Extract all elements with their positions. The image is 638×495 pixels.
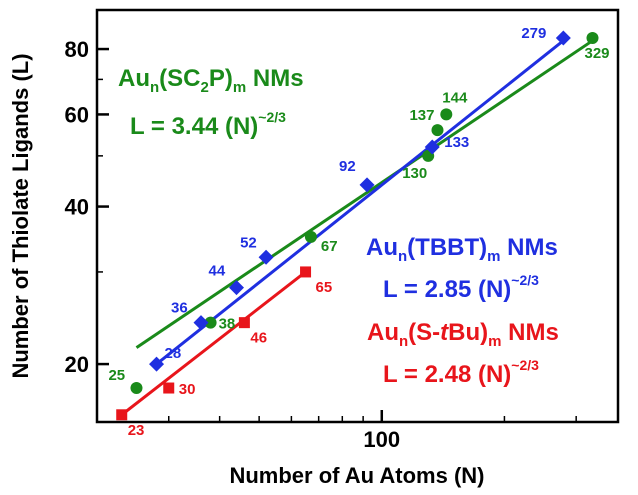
- axis-ticks: 20 40 60 80 100: [65, 37, 577, 452]
- label-blue-52: 52: [240, 234, 257, 251]
- label-green-144: 144: [442, 89, 468, 106]
- y-tick-label-60: 60: [65, 102, 89, 127]
- fit-line-blue: [155, 39, 565, 366]
- marker-green-25: [130, 382, 143, 395]
- label-green-67: 67: [321, 238, 338, 255]
- y-tick-label-40: 40: [65, 195, 89, 220]
- marker-blue-36: [193, 315, 209, 331]
- label-blue-133: 133: [444, 134, 469, 151]
- marker-blue-44: [229, 280, 245, 296]
- marker-blue-28: [149, 356, 165, 372]
- y-axis-title: Number of Thiolate Ligands (L): [8, 53, 33, 378]
- data-markers: [116, 30, 599, 421]
- marker-green-144: [440, 108, 453, 121]
- marker-red-23: [116, 409, 128, 421]
- annotation-green-line2: L = 3.44 (N)~2/3: [130, 109, 286, 140]
- x-tick-label-100: 100: [363, 427, 400, 452]
- label-blue-28: 28: [165, 345, 182, 362]
- annotation-green-line1: Aun(SC2P)m NMs: [118, 65, 304, 96]
- marker-green-38: [204, 316, 217, 329]
- x-axis-title: Number of Au Atoms (N): [229, 463, 484, 488]
- marker-blue-133: [424, 139, 440, 155]
- plot-frame: [95, 8, 620, 424]
- annotation-green: Aun(SC2P)m NMs L = 3.44 (N)~2/3: [118, 65, 304, 140]
- annotation-red: Aun(S-tBu)m NMs L = 2.48 (N)~2/3: [367, 319, 559, 388]
- label-red-23: 23: [128, 422, 145, 439]
- marker-red-46: [238, 317, 250, 329]
- label-green-329: 329: [585, 45, 610, 62]
- marker-blue-279: [555, 30, 571, 46]
- marker-red-65: [300, 266, 312, 278]
- label-green-25: 25: [108, 367, 125, 384]
- label-blue-44: 44: [209, 263, 226, 280]
- label-green-38: 38: [219, 316, 236, 333]
- annotation-red-line2: L = 2.48 (N)~2/3: [383, 357, 539, 388]
- marker-red-30: [163, 382, 175, 394]
- label-blue-279: 279: [521, 25, 546, 42]
- fit-lines: [120, 39, 594, 416]
- y-tick-label-80: 80: [65, 37, 89, 62]
- annotation-red-line1: Aun(S-tBu)m NMs: [367, 319, 559, 350]
- marker-green-329: [586, 31, 599, 44]
- fit-line-red: [120, 270, 307, 416]
- label-red-46: 46: [250, 330, 267, 347]
- label-blue-92: 92: [339, 158, 356, 175]
- annotation-blue: Aun(TBBT)m NMs L = 2.85 (N)~2/3: [366, 234, 558, 303]
- label-blue-36: 36: [171, 300, 188, 317]
- point-labels: 25 38 67 130 137 144 329 28 36 44 52 92 133 279 23 30 46…: [108, 25, 609, 439]
- marker-green-137: [431, 124, 444, 137]
- annotation-blue-line2: L = 2.85 (N)~2/3: [383, 272, 539, 303]
- label-green-137: 137: [409, 107, 434, 124]
- label-green-130: 130: [402, 165, 427, 182]
- y-tick-label-20: 20: [65, 352, 89, 377]
- label-red-30: 30: [179, 381, 196, 398]
- marker-blue-52: [258, 249, 274, 265]
- marker-green-67: [304, 230, 317, 243]
- annotation-blue-line1: Aun(TBBT)m NMs: [366, 234, 558, 265]
- fit-line-green: [135, 39, 594, 349]
- marker-blue-92: [359, 177, 375, 193]
- label-red-65: 65: [316, 279, 333, 296]
